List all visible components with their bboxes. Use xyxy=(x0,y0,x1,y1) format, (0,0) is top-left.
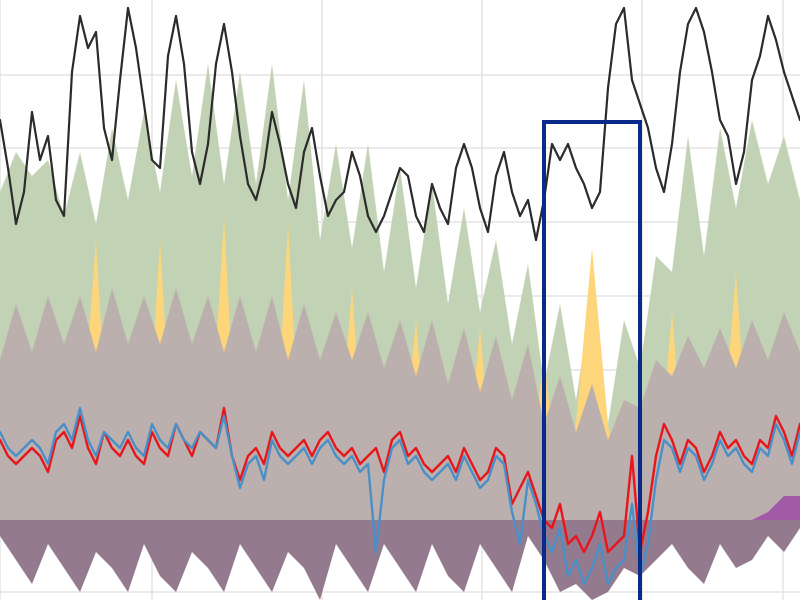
line-series-7 xyxy=(0,406,800,586)
area-series-3 xyxy=(0,520,800,600)
area-series-2 xyxy=(0,288,800,520)
line-series-5 xyxy=(0,6,800,242)
line-series-6 xyxy=(0,406,800,554)
highlight-box xyxy=(542,120,642,600)
highlight-layer xyxy=(542,120,642,600)
stacked-areas xyxy=(0,64,800,600)
area-series-4 xyxy=(736,496,800,520)
series-lines xyxy=(0,6,800,586)
